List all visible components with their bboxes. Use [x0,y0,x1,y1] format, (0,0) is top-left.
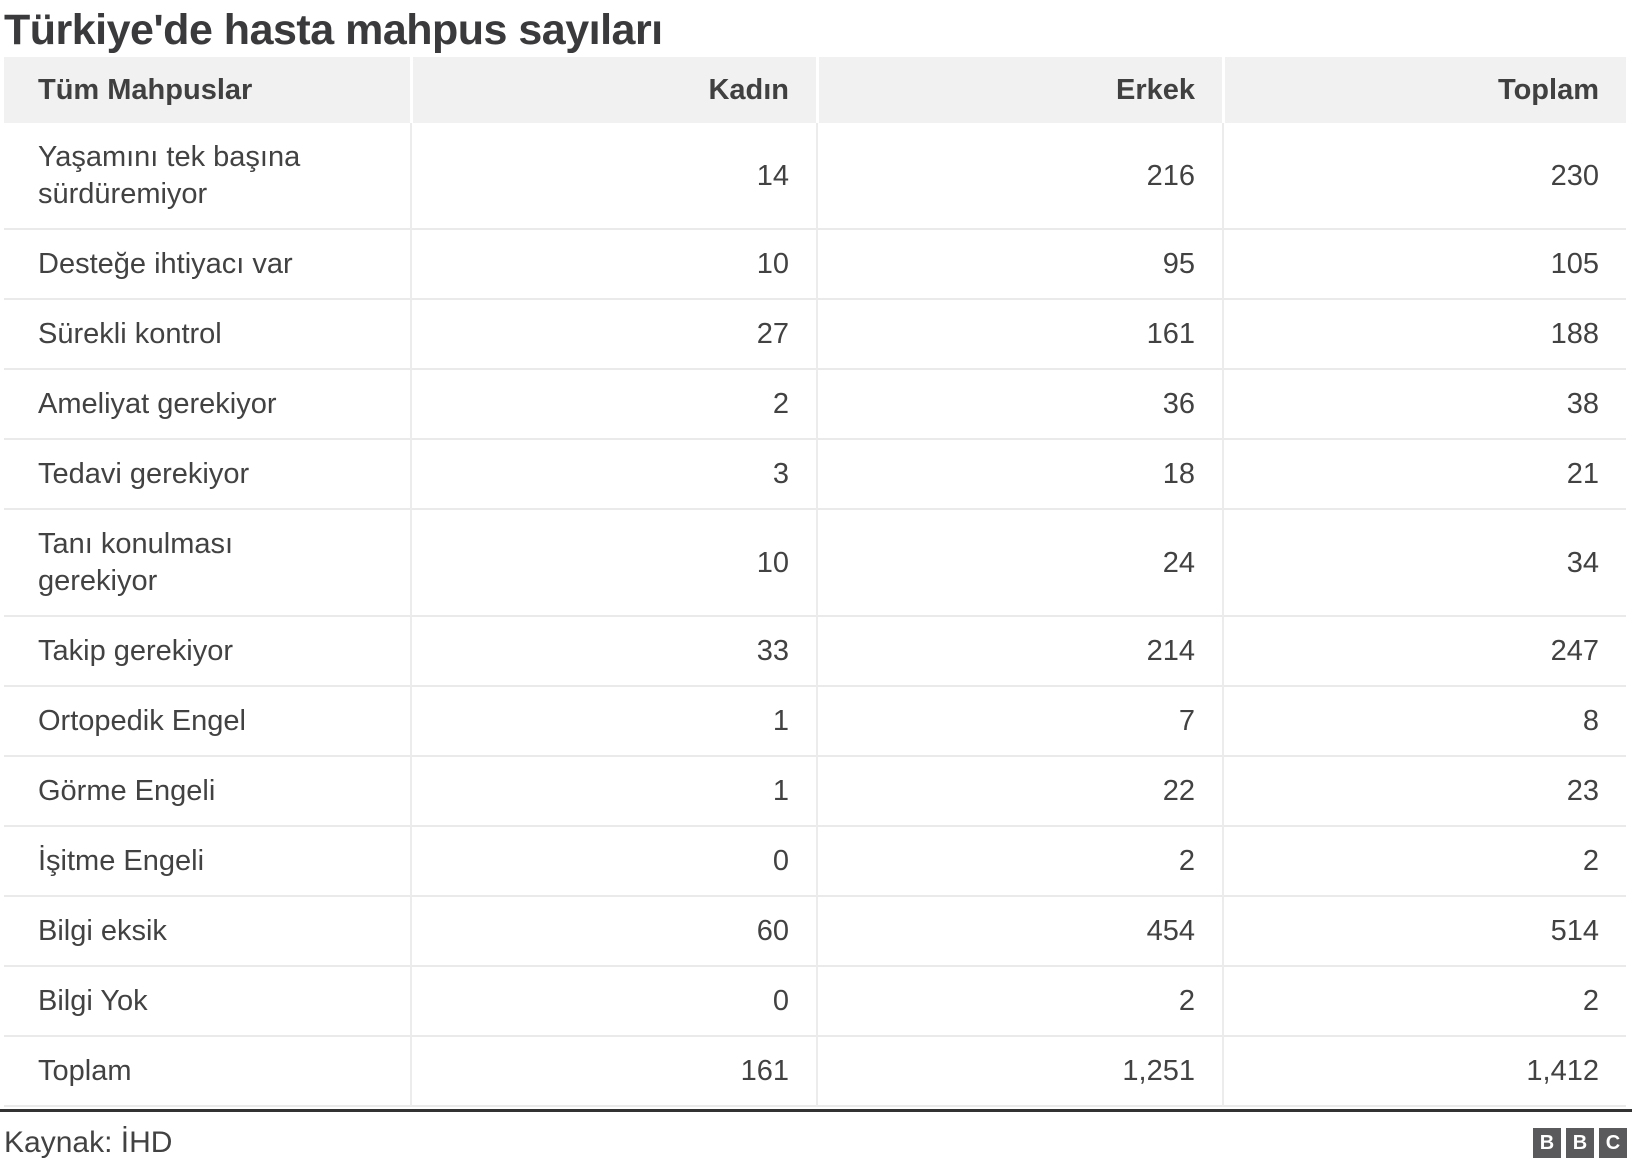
cell-value: 18 [816,440,1222,510]
row-label: Ortopedik Engel [4,687,410,757]
cell-value: 161 [816,300,1222,370]
table-row: Tanı konulması gerekiyor 10 24 34 [4,510,1626,617]
table-row: Yaşamını tek başına sürdüremiyor 14 216 230 [4,123,1626,230]
cell-value: 14 [410,123,816,230]
column-header-tum-mahpuslar: Tüm Mahpuslar [4,57,410,123]
table-row: Ortopedik Engel 1 7 8 [4,687,1626,757]
row-label: Yaşamını tek başına sürdüremiyor [4,123,410,230]
cell-value: 3 [410,440,816,510]
cell-value: 2 [816,967,1222,1037]
table-header: Tüm Mahpuslar Kadın Erkek Toplam [4,57,1626,123]
cell-value: 8 [1222,687,1626,757]
cell-value: 7 [816,687,1222,757]
cell-value: 0 [410,827,816,897]
cell-value: 2 [1222,967,1626,1037]
cell-value: 23 [1222,757,1626,827]
cell-value: 10 [410,230,816,300]
cell-value: 230 [1222,123,1626,230]
row-label: Tanı konulması gerekiyor [4,510,410,617]
cell-value: 2 [410,370,816,440]
table-row: Desteğe ihtiyacı var 10 95 105 [4,230,1626,300]
cell-value: 22 [816,757,1222,827]
table-row: Takip gerekiyor 33 214 247 [4,617,1626,687]
data-table: Tüm Mahpuslar Kadın Erkek Toplam Yaşamın… [4,57,1626,1107]
cell-value: 60 [410,897,816,967]
cell-value: 214 [816,617,1222,687]
table-row: Tedavi gerekiyor 3 18 21 [4,440,1626,510]
header-row: Tüm Mahpuslar Kadın Erkek Toplam [4,57,1626,123]
cell-value: 247 [1222,617,1626,687]
bbc-logo-block: B [1533,1128,1561,1158]
bottom-rule [0,1109,1632,1112]
row-label: Bilgi Yok [4,967,410,1037]
row-label: Sürekli kontrol [4,300,410,370]
cell-value: 1,251 [816,1037,1222,1107]
cell-value: 0 [410,967,816,1037]
cell-value: 33 [410,617,816,687]
row-label: Toplam [4,1037,410,1107]
table-row: Sürekli kontrol 27 161 188 [4,300,1626,370]
chart-title: Türkiye'de hasta mahpus sayıları [4,6,663,54]
table-row: Bilgi eksik 60 454 514 [4,897,1626,967]
cell-value: 454 [816,897,1222,967]
cell-value: 95 [816,230,1222,300]
column-header-toplam: Toplam [1222,57,1626,123]
cell-value: 1 [410,757,816,827]
table-row: Toplam 161 1,251 1,412 [4,1037,1626,1107]
source-attribution: Kaynak: İHD [4,1126,173,1159]
row-label: İşitme Engeli [4,827,410,897]
cell-value: 21 [1222,440,1626,510]
cell-value: 1,412 [1222,1037,1626,1107]
row-label: Ameliyat gerekiyor [4,370,410,440]
cell-value: 105 [1222,230,1626,300]
column-header-erkek: Erkek [816,57,1222,123]
cell-value: 24 [816,510,1222,617]
bbc-logo-block: B [1566,1128,1594,1158]
column-header-kadin: Kadın [410,57,816,123]
cell-value: 36 [816,370,1222,440]
cell-value: 10 [410,510,816,617]
row-label: Bilgi eksik [4,897,410,967]
cell-value: 38 [1222,370,1626,440]
row-label: Görme Engeli [4,757,410,827]
table-row: Görme Engeli 1 22 23 [4,757,1626,827]
table-body: Yaşamını tek başına sürdüremiyor 14 216 230… [4,123,1626,1107]
cell-value: 1 [410,687,816,757]
cell-value: 216 [816,123,1222,230]
cell-value: 161 [410,1037,816,1107]
cell-value: 27 [410,300,816,370]
row-label: Tedavi gerekiyor [4,440,410,510]
table-row: Bilgi Yok 0 2 2 [4,967,1626,1037]
cell-value: 34 [1222,510,1626,617]
cell-value: 188 [1222,300,1626,370]
row-label: Desteğe ihtiyacı var [4,230,410,300]
table-row: Ameliyat gerekiyor 2 36 38 [4,370,1626,440]
cell-value: 2 [816,827,1222,897]
row-label: Takip gerekiyor [4,617,410,687]
cell-value: 2 [1222,827,1626,897]
bbc-logo-block: C [1599,1128,1627,1158]
table-row: İşitme Engeli 0 2 2 [4,827,1626,897]
cell-value: 514 [1222,897,1626,967]
